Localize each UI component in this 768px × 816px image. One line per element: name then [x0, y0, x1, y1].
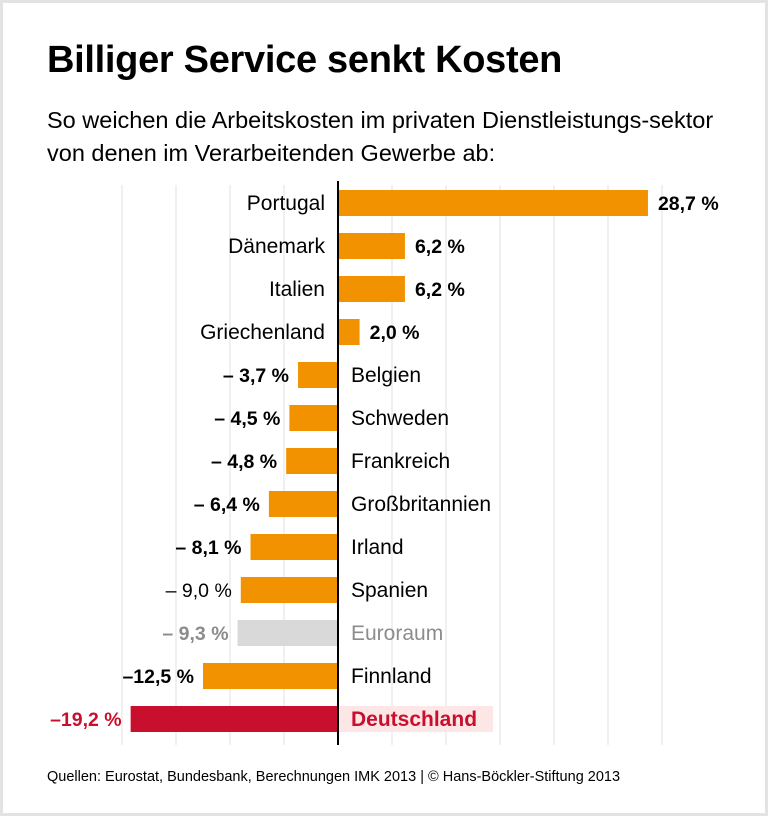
- category-label: Belgien: [351, 364, 421, 387]
- value-label: – 6,4 %: [194, 494, 260, 516]
- category-label: Finnland: [351, 665, 432, 688]
- category-label: Schweden: [351, 407, 449, 430]
- category-label: Irland: [351, 536, 404, 559]
- value-label: 6,2 %: [415, 236, 465, 258]
- category-label: Euroraum: [351, 622, 443, 645]
- bar-portugal: [338, 190, 648, 216]
- bar-irland: [250, 534, 338, 560]
- value-label: – 3,7 %: [223, 365, 289, 387]
- category-label: Frankreich: [351, 450, 450, 473]
- value-label: – 9,0 %: [166, 580, 232, 602]
- category-label: Dänemark: [228, 235, 325, 258]
- bar-deutschland: [130, 706, 338, 732]
- category-label: Deutschland: [351, 708, 477, 731]
- bar-schweden: [289, 405, 338, 431]
- bar-großbritannien: [268, 491, 338, 517]
- value-label: 28,7 %: [658, 193, 719, 215]
- value-label: 6,2 %: [415, 279, 465, 301]
- category-label: Griechenland: [200, 321, 325, 344]
- bar-finnland: [203, 663, 338, 689]
- bar-belgien: [298, 362, 338, 388]
- highlight-background: [338, 706, 493, 732]
- value-label: – 8,1 %: [175, 537, 241, 559]
- category-label: Spanien: [351, 579, 428, 602]
- bar-chart: Portugal 28,7 % Dänemark 6,2 % Italien 6,2 % G…: [50, 181, 719, 745]
- source-note: Quellen: Eurostat, Bundesbank, Berechnun…: [47, 769, 621, 785]
- value-label: – 9,3 %: [162, 623, 228, 645]
- chart-title: Billiger Service senkt Kosten: [47, 39, 563, 81]
- value-label: –19,2 %: [50, 709, 122, 731]
- chart-subtitle: So weichen die Arbeitskosten im privaten…: [47, 107, 714, 166]
- bar-euroraum: [237, 620, 338, 646]
- bar-frankreich: [286, 448, 338, 474]
- bar-griechenland: [338, 319, 360, 345]
- bar-spanien: [240, 577, 338, 603]
- value-label: 2,0 %: [370, 322, 420, 344]
- category-label: Italien: [269, 278, 325, 301]
- category-label: Großbritannien: [351, 493, 491, 516]
- value-label: – 4,5 %: [214, 408, 280, 430]
- category-label: Portugal: [247, 192, 325, 215]
- bar-italien: [338, 276, 405, 302]
- bar-dänemark: [338, 233, 405, 259]
- value-label: – 4,8 %: [211, 451, 277, 473]
- value-label: –12,5 %: [122, 666, 194, 688]
